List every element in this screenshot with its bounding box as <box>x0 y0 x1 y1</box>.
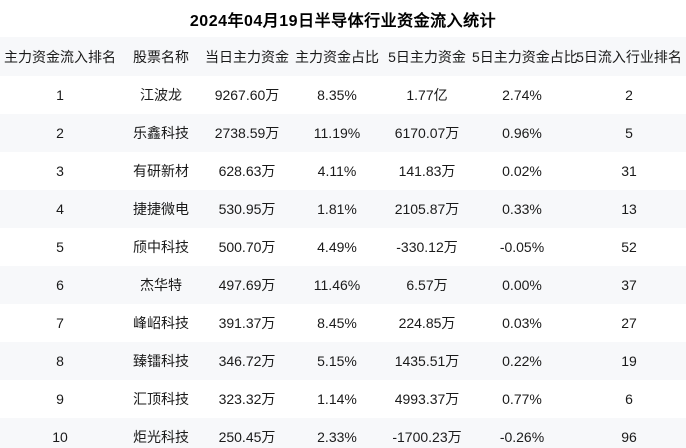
five-day-main-funds-cell: 1435.51万 <box>394 353 460 369</box>
five-day-main-funds-ratio-cell: 0.77% <box>502 391 542 407</box>
main-funds-ratio-cell: 5.15% <box>317 353 357 369</box>
day-main-funds-cell: 628.63万 <box>218 163 276 179</box>
title-bar: 2024年04月19日半导体行业资金流入统计 <box>0 0 686 37</box>
fund-flow-table: 主力资金流入排名 股票名称 当日主力资金 主力资金占比 5日主力资金 5日主力资… <box>0 37 686 448</box>
five-day-main-funds-ratio-cell: 0.22% <box>502 353 542 369</box>
main-funds-ratio-cell: 1.14% <box>317 391 357 407</box>
column-header-five-day-main-funds: 5日主力资金 <box>388 48 466 65</box>
stock-name-cell: 乐鑫科技 <box>133 125 189 141</box>
rank-cell: 1 <box>56 87 64 103</box>
main-funds-ratio-cell: 4.11% <box>317 163 357 179</box>
five-day-main-funds-cell: -1700.23万 <box>392 429 462 445</box>
main-funds-ratio-cell: 11.46% <box>313 277 361 293</box>
stock-name-cell: 峰岹科技 <box>133 315 189 331</box>
five-day-main-funds-ratio-cell: 0.03% <box>502 315 542 331</box>
table-row: 6 杰华特 497.69万 11.46% 6.57万 0.00% 37 <box>0 266 686 304</box>
main-funds-ratio-cell: 8.35% <box>317 87 357 103</box>
five-day-industry-rank-cell: 37 <box>621 277 637 293</box>
column-header-five-day-main-funds-ratio: 5日主力资金占比 <box>472 48 578 65</box>
rank-cell: 6 <box>56 277 64 293</box>
column-header-rank: 主力资金流入排名 <box>4 48 116 65</box>
table-row: 5 颀中科技 500.70万 4.49% -330.12万 -0.05% 52 <box>0 228 686 266</box>
five-day-main-funds-ratio-cell: 0.00% <box>502 277 542 293</box>
table-row: 9 汇顶科技 323.32万 1.14% 4993.37万 0.77% 6 <box>0 380 686 418</box>
table-row: 1 江波龙 9267.60万 8.35% 1.77亿 2.74% 2 <box>0 76 686 114</box>
stock-name-cell: 炬光科技 <box>133 429 189 445</box>
five-day-industry-rank-cell: 52 <box>621 239 637 255</box>
five-day-industry-rank-cell: 96 <box>621 429 637 445</box>
table-header-row: 主力资金流入排名 股票名称 当日主力资金 主力资金占比 5日主力资金 5日主力资… <box>0 37 686 76</box>
five-day-main-funds-cell: 6170.07万 <box>394 125 460 141</box>
stock-name-cell: 杰华特 <box>140 277 182 293</box>
five-day-industry-rank-cell: 13 <box>621 201 637 217</box>
five-day-main-funds-cell: 1.77亿 <box>406 87 448 103</box>
five-day-main-funds-cell: 6.57万 <box>406 277 448 293</box>
five-day-industry-rank-cell: 6 <box>625 391 633 407</box>
column-header-main-funds-ratio: 主力资金占比 <box>295 48 379 65</box>
table-row: 10 炬光科技 250.45万 2.33% -1700.23万 -0.26% 9… <box>0 418 686 448</box>
five-day-main-funds-cell: 224.85万 <box>398 315 456 331</box>
five-day-industry-rank-cell: 5 <box>625 125 633 141</box>
rank-cell: 3 <box>56 163 64 179</box>
rank-cell: 9 <box>56 391 64 407</box>
day-main-funds-cell: 497.69万 <box>218 277 276 293</box>
day-main-funds-cell: 500.70万 <box>218 239 276 255</box>
rank-cell: 4 <box>56 201 64 217</box>
five-day-main-funds-ratio-cell: -0.05% <box>499 239 545 255</box>
five-day-main-funds-ratio-cell: -0.26% <box>499 429 545 445</box>
stock-name-cell: 捷捷微电 <box>133 201 189 217</box>
day-main-funds-cell: 346.72万 <box>218 353 276 369</box>
five-day-main-funds-ratio-cell: 0.96% <box>502 125 542 141</box>
five-day-main-funds-ratio-cell: 0.33% <box>502 201 542 217</box>
main-funds-ratio-cell: 11.19% <box>313 125 361 141</box>
day-main-funds-cell: 391.37万 <box>218 315 276 331</box>
rank-cell: 2 <box>56 125 64 141</box>
rank-cell: 5 <box>56 239 64 255</box>
day-main-funds-cell: 530.95万 <box>218 201 276 217</box>
column-header-stock-name: 股票名称 <box>133 48 189 65</box>
five-day-main-funds-cell: -330.12万 <box>396 239 458 255</box>
table-row: 3 有研新材 628.63万 4.11% 141.83万 0.02% 31 <box>0 152 686 190</box>
table-row: 2 乐鑫科技 2738.59万 11.19% 6170.07万 0.96% 5 <box>0 114 686 152</box>
day-main-funds-cell: 323.32万 <box>218 391 276 407</box>
day-main-funds-cell: 2738.59万 <box>214 125 280 141</box>
table-row: 7 峰岹科技 391.37万 8.45% 224.85万 0.03% 27 <box>0 304 686 342</box>
five-day-main-funds-cell: 141.83万 <box>398 163 456 179</box>
five-day-main-funds-ratio-cell: 0.02% <box>502 163 542 179</box>
stock-name-cell: 汇顶科技 <box>133 391 189 407</box>
five-day-main-funds-ratio-cell: 2.74% <box>502 87 542 103</box>
column-header-day-main-funds: 当日主力资金 <box>205 48 289 65</box>
main-funds-ratio-cell: 2.33% <box>317 429 357 445</box>
main-funds-ratio-cell: 4.49% <box>317 239 357 255</box>
rank-cell: 10 <box>52 429 68 445</box>
stock-name-cell: 颀中科技 <box>133 239 189 255</box>
rank-cell: 8 <box>56 353 64 369</box>
five-day-industry-rank-cell: 19 <box>621 353 637 369</box>
five-day-main-funds-cell: 4993.37万 <box>394 391 460 407</box>
stock-name-cell: 有研新材 <box>133 163 189 179</box>
rank-cell: 7 <box>56 315 64 331</box>
day-main-funds-cell: 9267.60万 <box>214 87 280 103</box>
column-header-five-day-industry-rank: 5日流入行业排名 <box>576 48 682 65</box>
five-day-industry-rank-cell: 2 <box>625 87 633 103</box>
table-row: 8 臻镭科技 346.72万 5.15% 1435.51万 0.22% 19 <box>0 342 686 380</box>
table-row: 4 捷捷微电 530.95万 1.81% 2105.87万 0.33% 13 <box>0 190 686 228</box>
page-title: 2024年04月19日半导体行业资金流入统计 <box>189 12 497 30</box>
five-day-industry-rank-cell: 31 <box>621 163 637 179</box>
five-day-main-funds-cell: 2105.87万 <box>394 201 460 217</box>
five-day-industry-rank-cell: 27 <box>621 315 637 331</box>
stock-name-cell: 江波龙 <box>140 87 182 103</box>
main-funds-ratio-cell: 8.45% <box>317 315 357 331</box>
main-funds-ratio-cell: 1.81% <box>317 201 357 217</box>
day-main-funds-cell: 250.45万 <box>218 429 276 445</box>
stock-name-cell: 臻镭科技 <box>133 353 189 369</box>
